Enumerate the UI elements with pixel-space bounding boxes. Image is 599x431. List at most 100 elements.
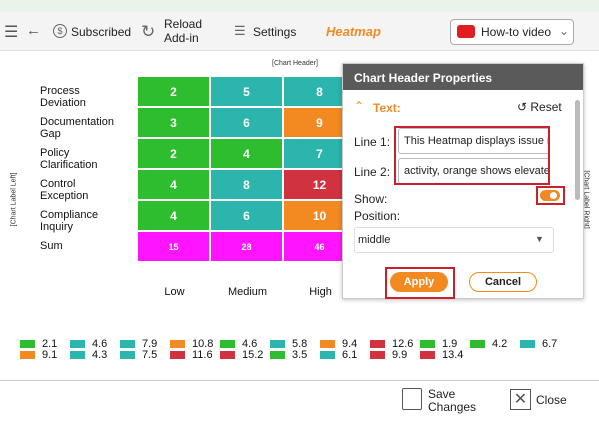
reset-label: Reset xyxy=(530,100,562,114)
reload-button[interactable]: Reload Add-in xyxy=(164,17,202,45)
legend-value: 15.2 xyxy=(242,349,264,361)
heatmap-cell[interactable]: 4 xyxy=(138,201,209,230)
legend-swatch[interactable] xyxy=(70,351,85,359)
legend-value: 9.9 xyxy=(392,349,408,361)
legend-value: 4.3 xyxy=(92,349,108,361)
line2-label: Line 2: xyxy=(354,165,391,179)
legend-value: 7.9 xyxy=(142,338,158,350)
panel-title: Chart Header Properties xyxy=(354,71,493,85)
heatmap-cell[interactable]: 15 xyxy=(138,232,209,261)
legend-swatch[interactable] xyxy=(120,351,135,359)
position-label: Position: xyxy=(354,209,401,223)
legend-value: 9.4 xyxy=(342,338,358,350)
youtube-icon xyxy=(457,25,475,38)
close-button[interactable]: Close xyxy=(536,393,567,407)
legend-swatch[interactable] xyxy=(220,340,235,348)
legend-swatch[interactable] xyxy=(370,340,385,348)
reload-line: Add-in xyxy=(164,31,199,45)
heatmap-cell[interactable]: 8 xyxy=(211,170,282,199)
legend-value: 13.4 xyxy=(442,349,464,361)
legend-swatch[interactable] xyxy=(320,351,335,359)
line1-input[interactable]: This Heatmap displays issue re xyxy=(398,128,550,154)
column-label: High xyxy=(309,286,332,298)
legend-value: 4.2 xyxy=(492,338,508,350)
legend-swatch[interactable] xyxy=(420,340,435,348)
heatmap-cell[interactable]: 4 xyxy=(138,170,209,199)
legend-swatch[interactable] xyxy=(170,340,185,348)
row-label: Sum xyxy=(40,240,63,252)
legend-value: 7.5 xyxy=(142,349,158,361)
footer-divider xyxy=(0,380,599,381)
heatmap-cell[interactable]: 5 xyxy=(211,77,282,106)
heatmap-cell[interactable]: 6 xyxy=(211,201,282,230)
legend-value: 5.8 xyxy=(292,338,308,350)
row-label: Process Deviation xyxy=(40,85,86,109)
legend-swatch[interactable] xyxy=(70,340,85,348)
show-label: Show: xyxy=(354,192,388,206)
back-icon[interactable]: ← xyxy=(26,22,41,39)
highlight xyxy=(536,186,565,205)
legend-swatch[interactable] xyxy=(320,340,335,348)
reset-button[interactable]: ↺ Reset xyxy=(517,100,562,114)
heatmap-cell[interactable]: 28 xyxy=(211,232,282,261)
cancel-button[interactable]: Cancel xyxy=(469,272,537,292)
legend-value: 6.7 xyxy=(542,338,558,350)
subscribed-icon: $ xyxy=(53,24,67,38)
legend-value: 10.8 xyxy=(192,338,214,350)
reload-icon: ↻ xyxy=(141,22,156,41)
heatmap-cell[interactable]: 2 xyxy=(138,77,209,106)
legend-value: 2.1 xyxy=(42,338,58,350)
top-strip xyxy=(0,0,599,12)
heatmap-cell[interactable]: 6 xyxy=(211,108,282,137)
position-select[interactable]: middle ▼ xyxy=(354,227,554,253)
scrollbar[interactable] xyxy=(575,100,580,200)
row-label: Control Exception xyxy=(40,178,89,202)
legend-value: 9.1 xyxy=(42,349,58,361)
row-label: Policy Clarification xyxy=(40,147,98,171)
row-label: Documentation Gap xyxy=(40,116,114,140)
legend-swatch[interactable] xyxy=(370,351,385,359)
collapse-icon[interactable]: ⌃ xyxy=(354,99,365,113)
legend-swatch[interactable] xyxy=(20,351,35,359)
row-label: Compliance Inquiry xyxy=(40,209,99,233)
subscribed-button[interactable]: Subscribed xyxy=(71,25,132,39)
apply-button[interactable]: Apply xyxy=(390,272,448,292)
toggle-knob xyxy=(550,192,557,199)
chart-label-left[interactable]: [Chart Label Left] xyxy=(10,172,18,227)
chart-header-label[interactable]: [Chart Header] xyxy=(272,60,318,67)
properties-panel: Chart Header Properties ⌃ Text: ↺ Reset … xyxy=(342,63,584,299)
menu-icon[interactable]: ☰ xyxy=(4,24,19,41)
highlight xyxy=(385,267,455,299)
reload-line: Reload xyxy=(164,17,203,31)
save-line: Changes xyxy=(428,400,477,414)
settings-icon: ☰ xyxy=(234,23,246,38)
legend-swatch[interactable] xyxy=(220,351,235,359)
legend-swatch[interactable] xyxy=(520,340,535,348)
dropdown-arrow: ⌄ xyxy=(559,24,570,38)
legend-swatch[interactable] xyxy=(120,340,135,348)
legend-value: 6.1 xyxy=(342,349,358,361)
legend-swatch[interactable] xyxy=(20,340,35,348)
heatmap-cell[interactable]: 2 xyxy=(138,139,209,168)
select-arrow: ▼ xyxy=(535,234,544,244)
legend-swatch[interactable] xyxy=(170,351,185,359)
legend-value: 3.5 xyxy=(292,349,308,361)
save-button[interactable]: Save Changes xyxy=(428,388,476,414)
settings-button[interactable]: Settings xyxy=(253,25,297,39)
highlight xyxy=(394,126,550,185)
line1-label: Line 1: xyxy=(354,135,391,149)
legend-swatch[interactable] xyxy=(470,340,485,348)
legend-swatch[interactable] xyxy=(270,351,285,359)
legend-swatch[interactable] xyxy=(420,351,435,359)
position-value: middle xyxy=(358,234,391,246)
column-label: Medium xyxy=(227,286,268,298)
panel-header xyxy=(343,64,583,90)
heatmap-cell[interactable]: 3 xyxy=(138,108,209,137)
legend-swatch[interactable] xyxy=(270,340,285,348)
heatmap-cell[interactable]: 4 xyxy=(211,139,282,168)
video-button[interactable]: How-to video ⌄ xyxy=(450,19,574,45)
show-toggle[interactable] xyxy=(540,190,560,201)
app-title: Heatmap xyxy=(326,24,381,39)
legend-value: 4.6 xyxy=(92,338,108,350)
column-label: Low xyxy=(164,286,185,298)
